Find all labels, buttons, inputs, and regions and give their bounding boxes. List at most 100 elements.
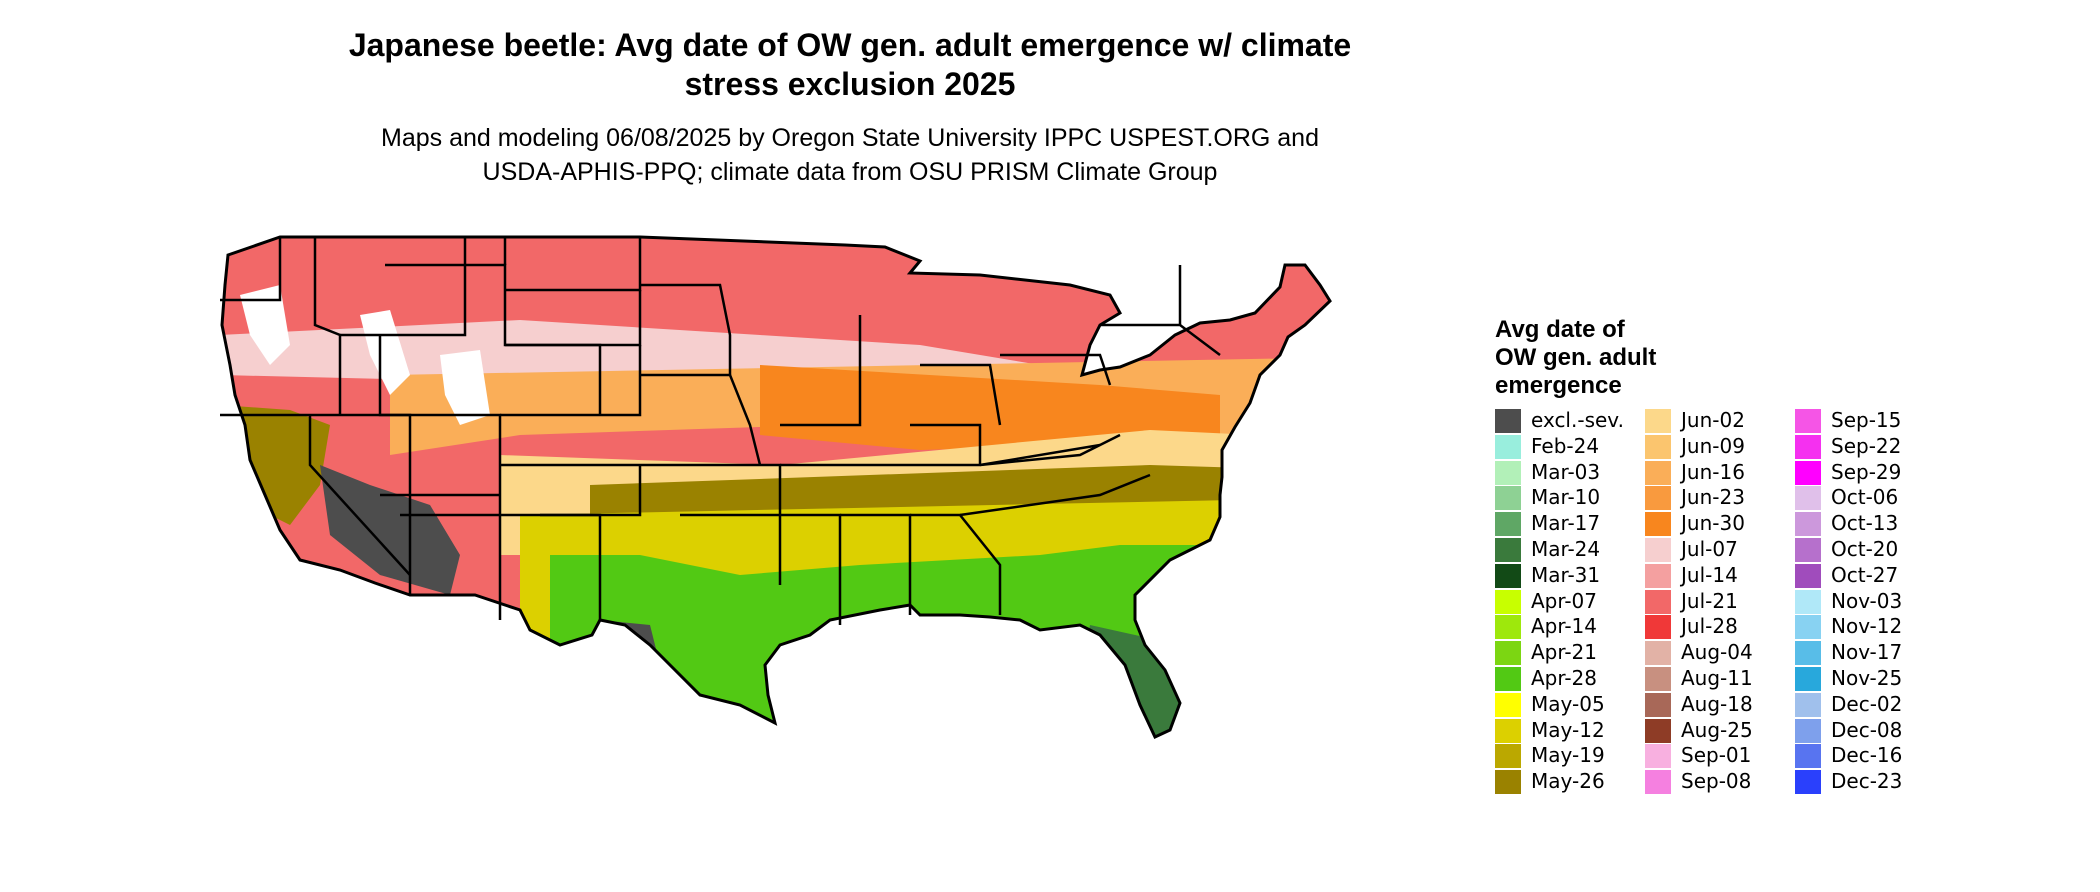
legend-item: Aug-04 [1645,640,1795,666]
legend-item: Jul-21 [1645,589,1795,615]
legend-item: Sep-01 [1645,743,1795,769]
legend-label: excl.-sev. [1531,408,1624,432]
border-wa-or [220,237,282,302]
legend-label: Feb-24 [1531,433,1600,458]
legend-swatch [1495,770,1521,795]
legend-swatch [1645,692,1671,717]
legend-label: Nov-03 [1831,588,1903,613]
legend-item: Apr-21 [1495,640,1645,666]
legend-label: Oct-20 [1831,536,1899,561]
legend-title-line-3: emergence [1495,372,1622,399]
legend-item: Oct-06 [1795,485,1945,511]
legend-label: Mar-31 [1531,562,1601,587]
legend-item: Sep-08 [1645,769,1795,795]
legend-label: Jul-21 [1681,588,1738,613]
legend-label: Mar-17 [1531,511,1601,536]
legend-swatch [1495,409,1521,433]
legend-item: Nov-17 [1795,640,1945,666]
legend-column: excl.-sev. Feb-24 Mar-03 Mar-10 Mar-17 Mar-24… [1495,408,1645,795]
legend-swatch [1645,718,1671,743]
legend-swatch [1795,537,1821,562]
legend-item: Apr-14 [1495,614,1645,640]
legend-swatch [1495,460,1521,485]
legend-item: Jun-09 [1645,434,1795,460]
legend-swatch [1795,434,1821,459]
legend-item: May-05 [1495,692,1645,718]
legend-swatch [1495,537,1521,562]
legend-title: Avg date of OW gen. adult emergence [1495,316,1735,400]
legend-label: Jun-16 [1681,459,1745,484]
border-il-in [780,315,862,427]
legend-title-line-2: OW gen. adult [1495,344,1657,371]
legend-label: Jun-09 [1681,433,1745,458]
legend-item: Mar-31 [1495,563,1645,589]
border-mn-ia [640,283,732,375]
legend-item: Mar-17 [1495,511,1645,537]
legend-swatch [1645,409,1671,433]
legend-column: Jun-02 Jun-09 Jun-16 Jun-23 Jun-30 Jul-07 Jul-… [1645,408,1795,795]
legend-swatch [1795,666,1821,691]
legend-swatch [1645,666,1671,691]
border-oh-in [910,423,982,465]
subtitle-line-1: Maps and modeling 06/08/2025 by Oregon S… [381,124,1319,152]
border-id-mt [340,237,467,337]
legend-label: Sep-01 [1681,743,1752,768]
legend-item: Mar-10 [1495,485,1645,511]
legend-label: Nov-12 [1831,614,1903,639]
legend-item: May-19 [1495,743,1645,769]
legend-item: Oct-13 [1795,511,1945,537]
us-outline [220,235,1332,739]
legend-swatch [1795,563,1821,588]
border-va-nc [979,433,1121,467]
legend-item: Jul-07 [1645,537,1795,563]
legend-label: Aug-11 [1681,665,1753,690]
legend-label: Jul-14 [1681,562,1738,587]
legend-swatch [1795,512,1821,537]
legend-label: Jul-28 [1681,614,1738,639]
legend-label: Jun-23 [1681,485,1745,510]
legend-swatch [1795,615,1821,640]
legend-item: excl.-sev. [1495,408,1645,434]
border-id-west [313,237,342,415]
legend-label: Aug-25 [1681,717,1753,742]
legend-label: Apr-07 [1531,588,1597,613]
legend-item: Oct-27 [1795,563,1945,589]
legend-label: Mar-10 [1531,485,1601,510]
legend-label: Sep-08 [1681,769,1752,794]
band-south-texas-excluded [600,620,660,695]
legend-swatch [1645,537,1671,562]
map-fill [222,237,1330,737]
legend-label: Aug-18 [1681,691,1753,716]
legend-swatch [1495,615,1521,640]
legend-label: Mar-03 [1531,459,1601,484]
legend-label: May-05 [1531,691,1605,716]
legend-swatch [1495,486,1521,511]
legend-swatch [1795,770,1821,795]
legend-swatch [1495,512,1521,537]
legend-swatch [1645,589,1671,614]
legend-item: May-12 [1495,718,1645,744]
legend-label: Apr-28 [1531,665,1597,690]
border-ne-ks [500,345,642,417]
subtitle-line-2: USDA-APHIS-PPQ; climate data from OSU PR… [482,158,1218,186]
legend-label: Apr-14 [1531,614,1597,639]
border-oh [920,363,1002,426]
border-ga [910,513,1002,615]
legend-item: Sep-15 [1795,408,1945,434]
legend-label: May-26 [1531,769,1605,794]
title-line-2: stress exclusion 2025 [684,66,1016,102]
legend-item: Aug-25 [1645,718,1795,744]
legend-swatch [1645,563,1671,588]
legend-item: Nov-03 [1795,589,1945,615]
us-map-svg [220,235,1332,739]
legend-item: Sep-29 [1795,460,1945,486]
legend-item: Feb-24 [1495,434,1645,460]
legend-label: Nov-25 [1831,665,1903,690]
map-subtitle: Maps and modeling 06/08/2025 by Oregon S… [240,121,1460,189]
legend-item: Oct-20 [1795,537,1945,563]
legend-item: Dec-02 [1795,692,1945,718]
legend-item: Jun-30 [1645,511,1795,537]
legend-item: Sep-22 [1795,434,1945,460]
legend-item: Jul-28 [1645,614,1795,640]
legend-item: Mar-03 [1495,460,1645,486]
